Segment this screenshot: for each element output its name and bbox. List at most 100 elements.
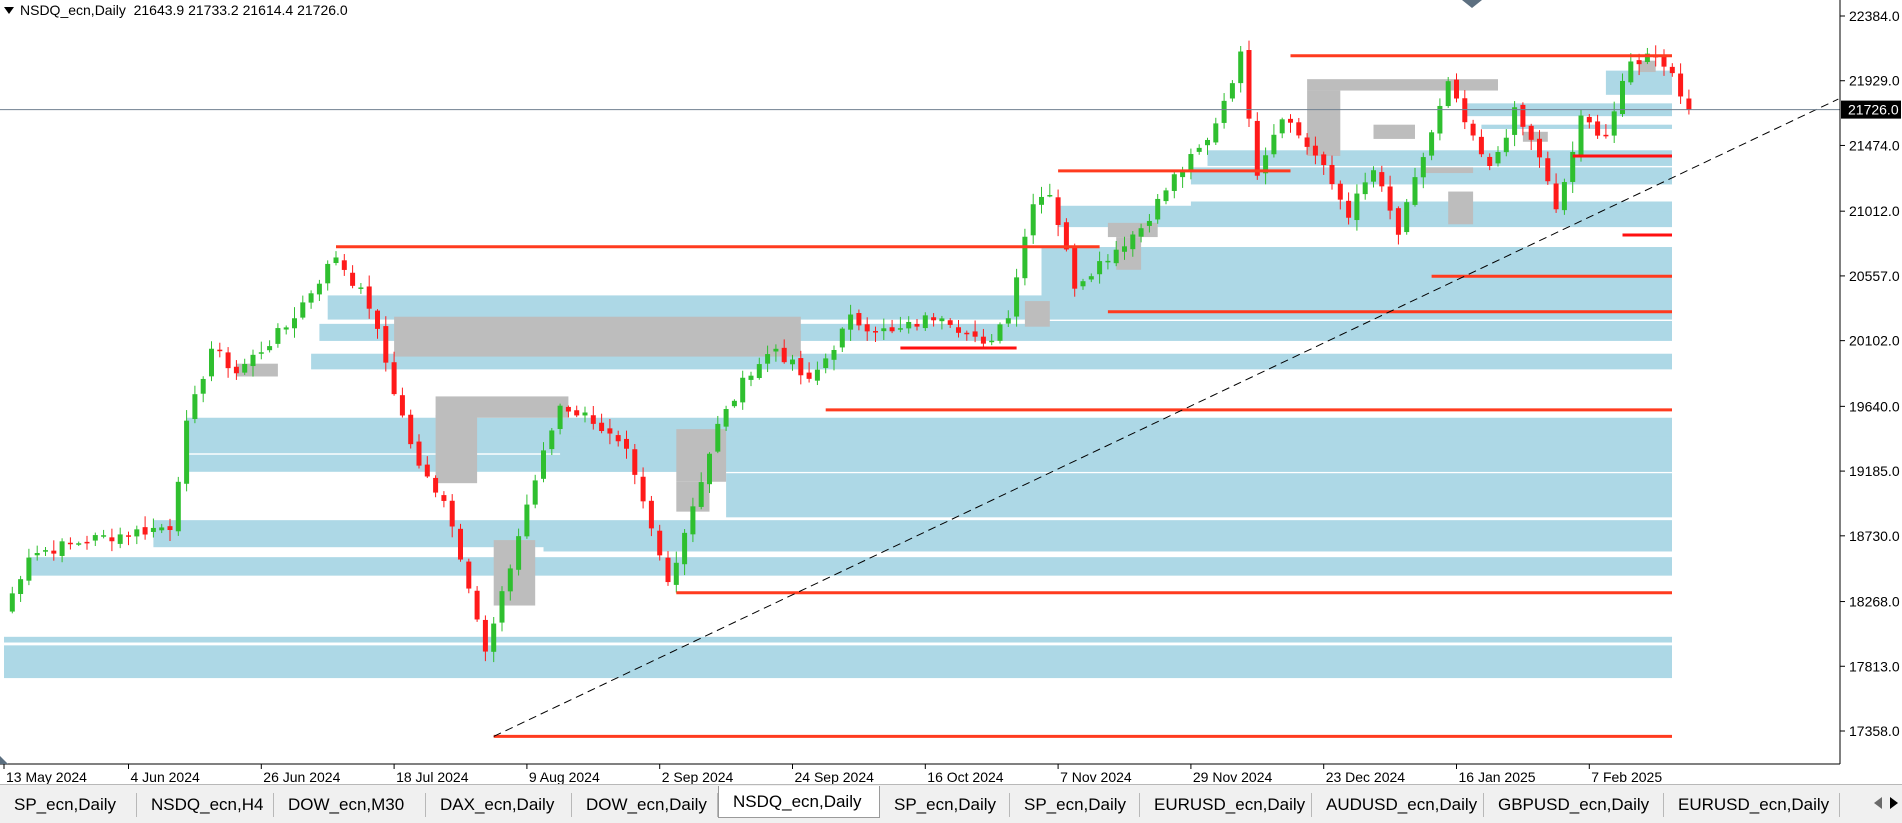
bull-candle bbox=[557, 405, 563, 430]
bull-candle bbox=[1229, 83, 1235, 99]
imbalance-zone bbox=[394, 316, 801, 357]
bear-candle bbox=[640, 476, 646, 502]
bear-candle bbox=[615, 435, 621, 442]
bull-candle bbox=[773, 348, 779, 352]
demand-zone bbox=[311, 353, 1673, 370]
bear-candle bbox=[1304, 137, 1310, 147]
bear-candle bbox=[798, 358, 804, 376]
bear-candle bbox=[408, 414, 414, 445]
tab-eurusd-ecn-daily-8[interactable]: EURUSD_ecn,Daily bbox=[1140, 793, 1312, 817]
demand-zone bbox=[560, 436, 1672, 472]
chart-canvas[interactable]: 22384.0 21929.0 21474.0 21012.0 20557.0 20102… bbox=[0, 0, 1902, 784]
trendline[interactable] bbox=[493, 98, 1839, 737]
bull-candle bbox=[1279, 119, 1285, 134]
bear-candle bbox=[599, 422, 605, 431]
bull-candle bbox=[1047, 195, 1053, 197]
tab-nsdq-ecn-h4-1[interactable]: NSDQ_ecn,H4 bbox=[137, 793, 274, 817]
bear-candle bbox=[233, 366, 239, 374]
imbalance-zone bbox=[1024, 301, 1050, 327]
bull-candle bbox=[1495, 152, 1501, 164]
bear-candle bbox=[972, 331, 978, 337]
bear-candle bbox=[1063, 222, 1069, 250]
tab-dax-ecn-daily-3[interactable]: DAX_ecn,Daily bbox=[426, 793, 572, 817]
menu-triangle-icon[interactable] bbox=[4, 6, 14, 14]
bear-candle bbox=[449, 500, 455, 527]
bear-candle bbox=[458, 528, 463, 560]
bear-candle bbox=[217, 349, 223, 352]
tab-audusd-ecn-daily-9[interactable]: AUDUSD_ecn,Daily bbox=[1312, 793, 1484, 817]
bear-candle bbox=[167, 526, 173, 531]
tab-eurusd-ecn-daily-11[interactable]: EURUSD_ecn,Daily bbox=[1664, 793, 1840, 817]
tab-nsdq-ecn-daily-5[interactable]: NSDQ_ecn,Daily bbox=[718, 786, 880, 818]
demand-zone bbox=[726, 473, 1672, 518]
bear-candle bbox=[931, 317, 937, 321]
bull-candle bbox=[1088, 276, 1094, 280]
bull-candle bbox=[159, 527, 165, 531]
bull-candle bbox=[9, 593, 15, 612]
bull-candle bbox=[731, 400, 737, 407]
bear-candle bbox=[889, 327, 895, 332]
bear-candle bbox=[856, 313, 862, 326]
symbol-label: NSDQ_ecn,Daily bbox=[20, 2, 126, 18]
bull-candle bbox=[26, 557, 32, 581]
bull-candle bbox=[906, 321, 912, 329]
bull-candle bbox=[756, 364, 762, 379]
bull-candle bbox=[283, 327, 289, 330]
bear-candle bbox=[399, 395, 405, 416]
bull-candle bbox=[682, 532, 688, 565]
bull-candle bbox=[922, 315, 928, 329]
corner-marker-icon bbox=[0, 756, 8, 764]
bear-candle bbox=[1520, 104, 1526, 127]
tab-sp-ecn-daily-6[interactable]: SP_ecn,Daily bbox=[880, 793, 1010, 817]
bull-candle bbox=[184, 420, 190, 484]
price-chart[interactable]: 22384.0 21929.0 21474.0 21012.0 20557.0 20102… bbox=[0, 0, 1902, 784]
ohlc-values: 21643.9 21733.2 21614.4 21726.0 bbox=[133, 2, 348, 18]
tab-scroll-left-icon[interactable] bbox=[1874, 797, 1882, 809]
bear-candle bbox=[864, 324, 870, 332]
tab-gbpusd-ecn-daily-10[interactable]: GBPUSD_ecn,Daily bbox=[1484, 793, 1664, 817]
bull-candle bbox=[1578, 115, 1584, 155]
bull-candle bbox=[117, 534, 123, 544]
bear-candle bbox=[1586, 116, 1592, 123]
bear-candle bbox=[1537, 138, 1542, 158]
bull-candle bbox=[897, 328, 903, 330]
bull-candle bbox=[59, 541, 65, 556]
bull-candle bbox=[989, 340, 995, 343]
price-tick-label: 19185.0 bbox=[1849, 463, 1900, 479]
bull-candle bbox=[723, 409, 729, 427]
tab-sp-ecn-daily-7[interactable]: SP_ecn,Daily bbox=[1010, 793, 1140, 817]
time-tick-label: 29 Nov 2024 bbox=[1193, 769, 1273, 784]
bull-candle bbox=[1437, 105, 1443, 134]
bear-candle bbox=[648, 500, 654, 529]
bull-candle bbox=[524, 504, 530, 537]
bear-candle bbox=[1462, 98, 1468, 123]
bear-candle bbox=[1595, 121, 1601, 136]
bull-candle bbox=[507, 568, 513, 592]
bull-candle bbox=[1005, 318, 1011, 324]
bull-candle bbox=[831, 349, 837, 360]
bear-candle bbox=[632, 449, 638, 475]
bull-candle bbox=[92, 535, 98, 541]
bull-candle bbox=[18, 579, 24, 594]
bear-candle bbox=[1661, 54, 1667, 67]
bull-candle bbox=[541, 450, 546, 479]
bear-candle bbox=[424, 464, 430, 477]
demand-zone bbox=[1207, 150, 1672, 166]
bear-candle bbox=[1337, 183, 1343, 200]
bull-candle bbox=[43, 550, 48, 552]
time-tick-label: 26 Jun 2024 bbox=[263, 769, 340, 784]
price-tick-label: 19640.0 bbox=[1849, 398, 1900, 414]
demand-zone bbox=[28, 557, 1672, 576]
bear-candle bbox=[366, 286, 372, 309]
price-tick-label: 21012.0 bbox=[1849, 203, 1900, 219]
bull-candle bbox=[491, 623, 497, 652]
bear-candle bbox=[1487, 156, 1493, 166]
tab-scroll-right-icon[interactable] bbox=[1890, 797, 1898, 809]
bear-candle bbox=[474, 590, 480, 620]
bull-candle bbox=[1171, 174, 1177, 191]
bull-candle bbox=[1205, 139, 1210, 146]
tab-dow-ecn-daily-4[interactable]: DOW_ecn,Daily bbox=[572, 793, 718, 817]
tab-sp-ecn-daily-0[interactable]: SP_ecn,Daily bbox=[0, 793, 137, 817]
bear-candle bbox=[350, 272, 356, 286]
tab-dow-ecn-m30-2[interactable]: DOW_ecn,M30 bbox=[274, 793, 426, 817]
